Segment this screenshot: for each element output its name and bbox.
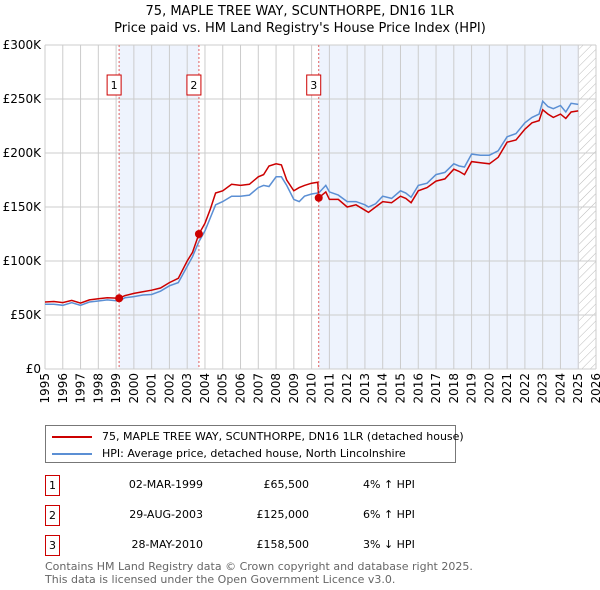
- sale-point: [115, 294, 124, 303]
- sale-price: £65,500: [263, 478, 310, 491]
- legend-label-property: 75, MAPLE TREE WAY, SCUNTHORPE, DN16 1LR…: [102, 430, 464, 443]
- x-tick-label: 2025: [571, 373, 585, 404]
- sale-marker-number: 1: [111, 79, 118, 92]
- legend: 75, MAPLE TREE WAY, SCUNTHORPE, DN16 1LR…: [45, 425, 464, 463]
- x-tick-label: 2004: [198, 373, 212, 404]
- sale-date: 02-MAR-1999: [128, 478, 203, 491]
- legend-swatch-hpi: [52, 452, 92, 455]
- sale-marker-label: 3: [45, 535, 60, 556]
- x-tick-label: 1997: [74, 373, 88, 404]
- sale-marker-label: 1: [45, 475, 60, 496]
- sale-price: £125,000: [256, 508, 310, 521]
- y-tick-label: £100K: [3, 254, 43, 268]
- x-tick-label: 1999: [109, 373, 123, 404]
- x-tick-label: 1996: [56, 373, 70, 404]
- x-tick-label: 2016: [411, 373, 425, 404]
- x-tick-label: 2005: [216, 373, 230, 404]
- x-tick-label: 2007: [251, 373, 265, 404]
- x-tick-label: 2017: [429, 373, 443, 404]
- x-tick-label: 2020: [482, 373, 496, 404]
- x-tick-label: 2011: [322, 373, 336, 404]
- y-tick-label: £50K: [10, 308, 42, 322]
- x-tick-label: 2013: [358, 373, 372, 404]
- sale-marker-number: 3: [310, 79, 317, 92]
- x-tick-label: 2018: [447, 373, 461, 404]
- sale-point: [194, 230, 203, 238]
- x-tick-label: 2022: [518, 373, 532, 404]
- footer-copyright: Contains HM Land Registry data © Crown c…: [45, 560, 473, 573]
- x-tick-label: 2006: [234, 373, 248, 404]
- legend-swatch-property: [52, 435, 92, 438]
- sale-price: £158,500: [256, 538, 310, 551]
- x-tick-label: 2014: [376, 373, 390, 404]
- x-tick-label: 2000: [127, 373, 141, 404]
- x-tick-label: 2021: [500, 373, 514, 404]
- x-tick-label: 2001: [145, 373, 159, 404]
- x-tick-label: 2008: [269, 373, 283, 404]
- sale-hpi-diff: 4% ↑ HPI: [363, 478, 415, 491]
- sale-date: 28-MAY-2010: [131, 538, 203, 551]
- sale-marker-box: [306, 74, 322, 96]
- y-tick-label: £0: [26, 362, 41, 376]
- x-tick-label: 2003: [180, 373, 194, 404]
- y-tick-label: £250K: [3, 92, 43, 106]
- legend-label-hpi: HPI: Average price, detached house, Nort…: [102, 447, 406, 460]
- x-tick-label: 2015: [393, 373, 407, 404]
- footer: Contains HM Land Registry data © Crown c…: [45, 560, 473, 586]
- sale-date: 29-AUG-2003: [129, 508, 203, 521]
- y-tick-label: £300K: [3, 38, 43, 52]
- x-tick-label: 2019: [465, 373, 479, 404]
- sale-marker-box: [186, 74, 202, 96]
- y-tick-label: £150K: [3, 200, 43, 214]
- footer-licence: This data is licensed under the Open Gov…: [45, 573, 396, 586]
- y-tick-label: £200K: [3, 146, 43, 160]
- x-tick-label: 2026: [589, 373, 600, 404]
- x-tick-label: 2023: [536, 373, 550, 404]
- sale-hpi-diff: 6% ↑ HPI: [363, 508, 415, 521]
- x-tick-label: 1995: [38, 373, 52, 404]
- sale-marker-number: 2: [190, 79, 197, 92]
- x-tick-label: 2010: [305, 373, 319, 404]
- sale-marker-label: 2: [45, 505, 60, 526]
- x-tick-label: 2009: [287, 373, 301, 404]
- sale-hpi-diff: 3% ↓ HPI: [363, 538, 415, 551]
- sale-point: [314, 193, 323, 202]
- chart-subtitle: Price paid vs. HM Land Registry's House …: [114, 21, 486, 36]
- x-tick-label: 1998: [91, 373, 105, 404]
- sale-marker-box: [106, 74, 122, 96]
- x-tick-label: 2012: [340, 373, 354, 404]
- x-tick-label: 2024: [553, 373, 567, 404]
- x-tick-label: 2002: [162, 373, 176, 404]
- chart-title: 75, MAPLE TREE WAY, SCUNTHORPE, DN16 1LR: [145, 4, 455, 19]
